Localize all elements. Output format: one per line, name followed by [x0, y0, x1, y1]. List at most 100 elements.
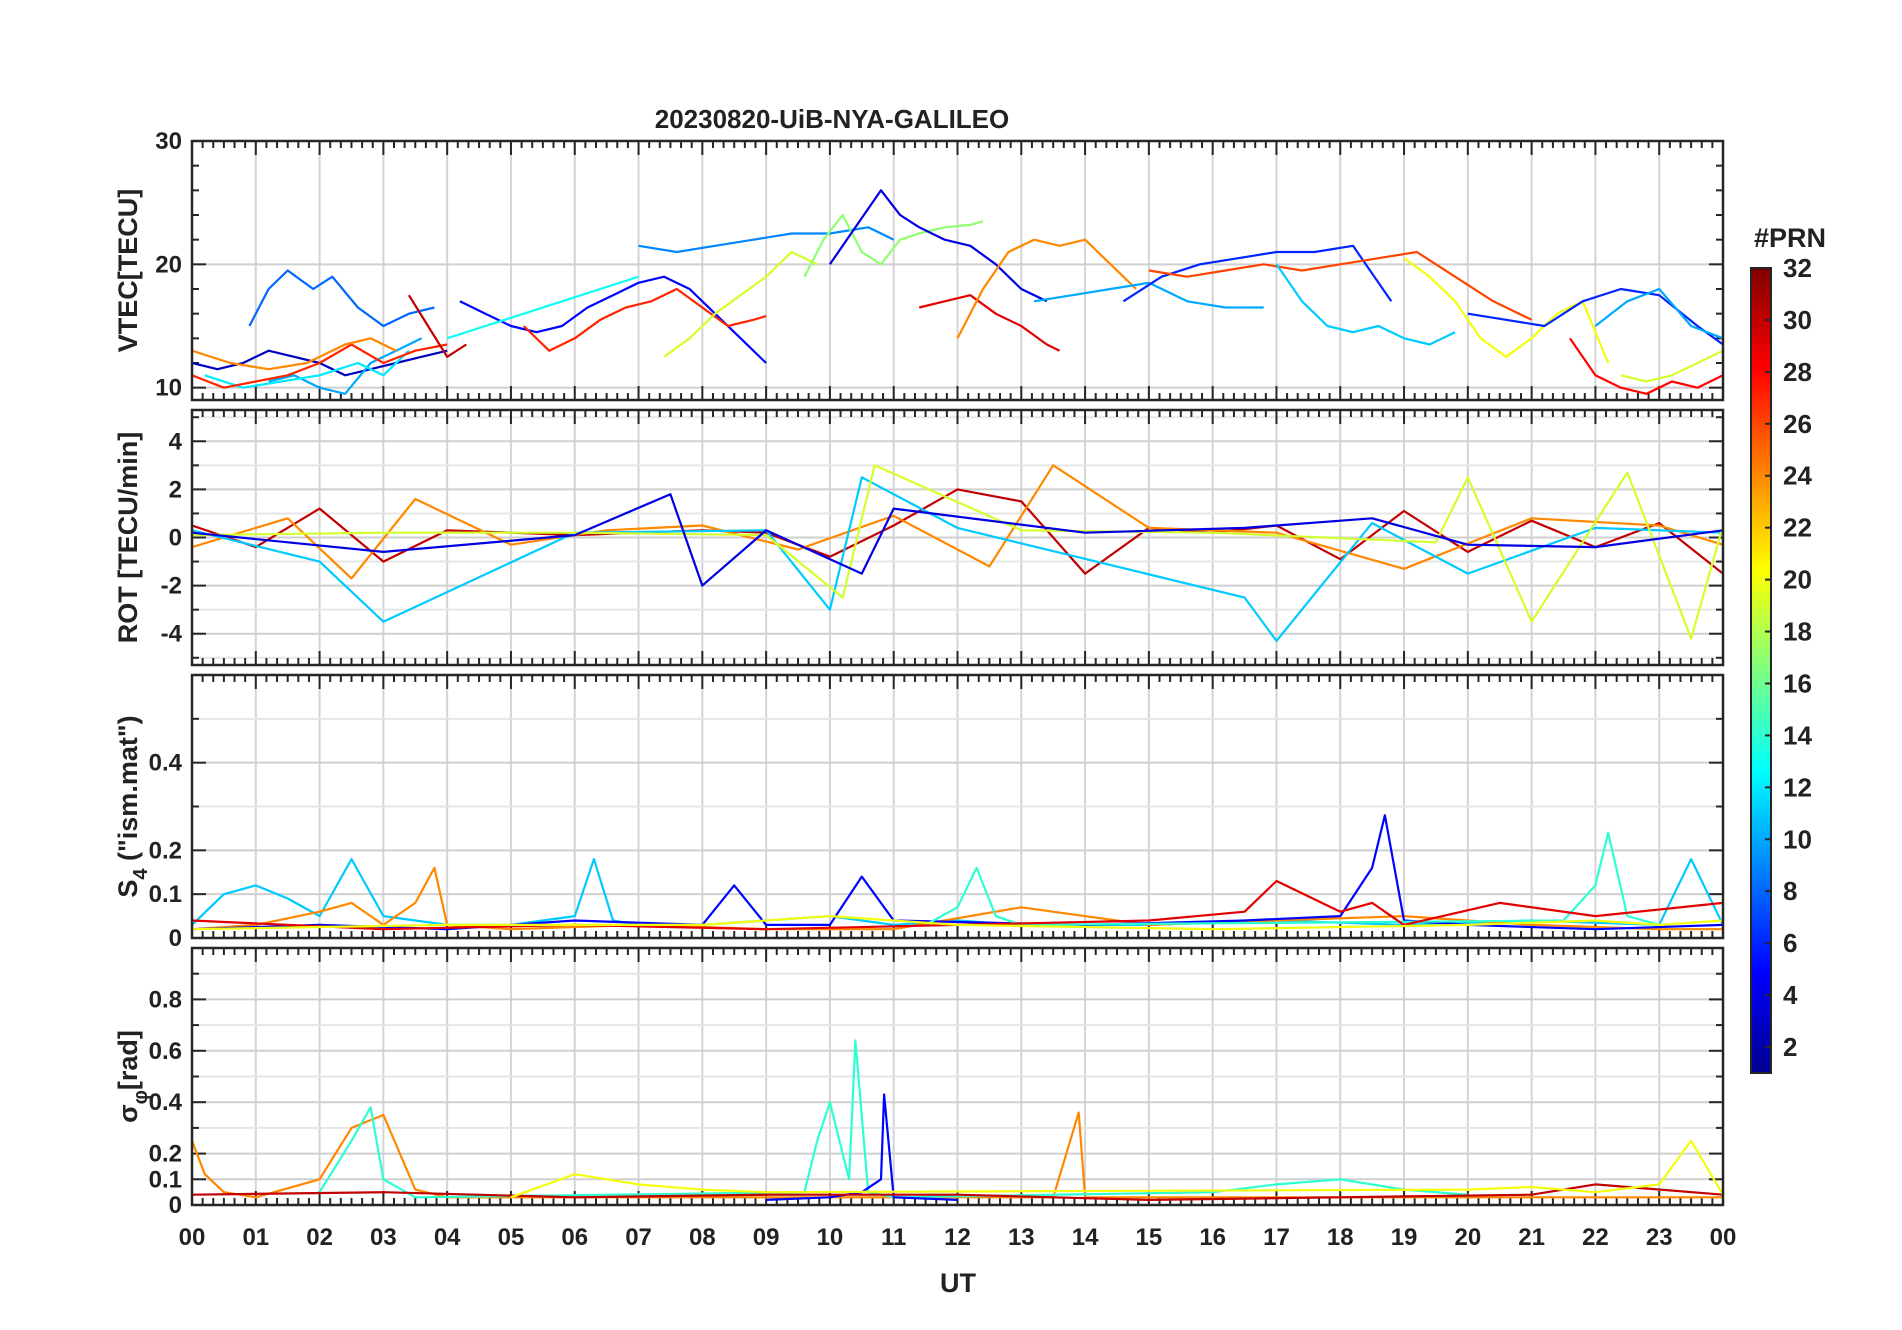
- y-tick-label: 0.4: [149, 1089, 183, 1116]
- y-tick-label: 30: [155, 128, 182, 155]
- series-line-prn-30: [192, 488, 1723, 575]
- x-axis: 00 01 02 03 04 05 06 07 08 09 10 11 12 13 14 15 16 17 18 19…: [179, 1224, 1737, 1251]
- y-tick-label: -4: [161, 621, 183, 648]
- x-tick-label: 08: [689, 1224, 716, 1251]
- y-tick-label: 0.8: [149, 986, 182, 1013]
- series-line-prn-19: [663, 250, 818, 358]
- colorbar-tick-label: 16: [1783, 668, 1812, 698]
- x-tick-label: 11: [881, 1224, 906, 1251]
- series-line-prn-4: [828, 189, 1048, 303]
- x-tick-label: 07: [625, 1224, 652, 1251]
- series-line-prn-6: [1467, 287, 1723, 346]
- series-line-prn-28: [1568, 337, 1723, 395]
- x-tick-label: 18: [1327, 1224, 1354, 1251]
- series-line-prn-14: [318, 1039, 1468, 1199]
- series-line-prn-4: [192, 493, 1723, 587]
- x-tick-label: 13: [1008, 1224, 1035, 1251]
- series-line-prn-26: [1148, 250, 1533, 321]
- y-axis-label-s4: S4 ("ism.mat"): [113, 715, 152, 897]
- y-tick-label: 0: [169, 525, 182, 552]
- series-line-prn-27: [522, 287, 767, 352]
- x-tick-label: 15: [1136, 1224, 1163, 1251]
- panel-frame: [190, 408, 1725, 667]
- series-line-prn-19: [1620, 349, 1723, 383]
- traces-vtec: [192, 189, 1723, 395]
- x-axis-label: UT: [940, 1268, 976, 1298]
- y-tick-label: 4: [169, 428, 183, 455]
- colorbar-tick-label: 30: [1783, 305, 1812, 335]
- colorbar-tick-label: 2: [1783, 1032, 1797, 1062]
- colorbar-tick-label: 26: [1783, 409, 1812, 439]
- x-tick-label: 00: [1710, 1224, 1737, 1251]
- series-line-prn-29: [918, 294, 1061, 352]
- colorbar-title: #PRN: [1754, 223, 1826, 253]
- series-line-prn-11: [1275, 263, 1456, 346]
- y-axis-label-sigma_phi: σφ[rad]: [113, 1030, 152, 1123]
- y-label-rest: ("ism.mat"): [113, 715, 143, 868]
- x-tick-label: 12: [944, 1224, 971, 1251]
- panel-frame: [190, 946, 1725, 1207]
- series-line-prn-8: [248, 269, 435, 328]
- x-tick-label: 14: [1072, 1224, 1099, 1251]
- traces-rot: [192, 464, 1723, 643]
- series-line-prn-20: [1403, 257, 1610, 364]
- series-line-prn-11: [192, 476, 1723, 643]
- series-line-prn-5: [766, 1093, 958, 1201]
- y-tick-label: 0.6: [149, 1038, 182, 1065]
- x-tick-label: 06: [561, 1224, 588, 1251]
- y-label-rest: [rad]: [113, 1030, 143, 1090]
- panel-s4: 0 0.1 0.2 0.4S4 ("ism.mat"): [113, 673, 1725, 952]
- colorbar-tick-label: 18: [1783, 617, 1812, 647]
- x-tick-label: 04: [434, 1224, 461, 1251]
- panel-frame: [190, 139, 1725, 402]
- x-tick-label: 10: [817, 1224, 844, 1251]
- series-line-prn-20: [192, 914, 1723, 931]
- y-tick-label: 0: [169, 925, 182, 952]
- series-line-prn-17: [803, 213, 984, 278]
- series-line-prn-24: [956, 238, 1137, 339]
- x-tick-label: 21: [1518, 1224, 1545, 1251]
- series-line-prn-9: [638, 226, 895, 254]
- colorbar-tick-label: 28: [1783, 357, 1812, 387]
- panel-rot: -4 -2 0 2 4 ROT [TECU/min]: [113, 408, 1725, 667]
- series-line-prn-10: [1033, 281, 1264, 309]
- y-tick-label: 0.1: [149, 881, 182, 908]
- series-line-prn-13: [446, 275, 639, 340]
- x-tick-label: 17: [1263, 1224, 1290, 1251]
- colorbar-tick-label: 10: [1783, 824, 1812, 854]
- series-line-prn-12: [204, 349, 410, 389]
- x-tick-label: 03: [370, 1224, 397, 1251]
- colorbar-tick-label: 4: [1783, 980, 1798, 1010]
- colorbar-tick-label: 12: [1783, 772, 1812, 802]
- y-tick-label: 10: [155, 375, 182, 402]
- series-line-prn-30: [407, 294, 467, 358]
- y-tick-label: 0: [169, 1192, 182, 1219]
- y-tick-label: -2: [161, 573, 182, 600]
- y-tick-label: 0.4: [149, 750, 183, 777]
- y-tick-label: 0.2: [149, 837, 182, 864]
- y-tick-label: 0.2: [149, 1141, 182, 1168]
- traces-s4: [192, 814, 1723, 931]
- y-label-main: σ: [113, 1104, 143, 1122]
- x-tick-label: 02: [306, 1224, 333, 1251]
- y-tick-label: 2: [169, 476, 182, 503]
- panel-sigma_phi: 00.10.2 0.4 0.6 0.8 σφ[rad]: [113, 946, 1725, 1219]
- x-tick-label: 23: [1646, 1224, 1673, 1251]
- colorbar-tick-label: 8: [1783, 876, 1797, 906]
- y-tick-label: 0.1: [149, 1166, 182, 1193]
- x-tick-label: 20: [1454, 1224, 1481, 1251]
- series-line-prn-14: [925, 831, 1660, 927]
- colorbar-gradient: [1750, 267, 1772, 1074]
- y-axis-label-vtec: VTEC[TECU]: [113, 189, 143, 353]
- x-tick-label: 05: [498, 1224, 525, 1251]
- chart-title: 20230820-UiB-NYA-GALILEO: [655, 104, 1010, 134]
- colorbar-tick-label: 6: [1783, 928, 1797, 958]
- x-tick-label: 22: [1582, 1224, 1609, 1251]
- x-tick-label: 01: [242, 1224, 269, 1251]
- traces-sigma_phi: [192, 1039, 1723, 1202]
- panel-frame: [190, 673, 1725, 940]
- panel-vtec: 10 20 30 VTEC[TECU]: [113, 128, 1725, 402]
- colorbar-tick-label: 24: [1783, 461, 1812, 491]
